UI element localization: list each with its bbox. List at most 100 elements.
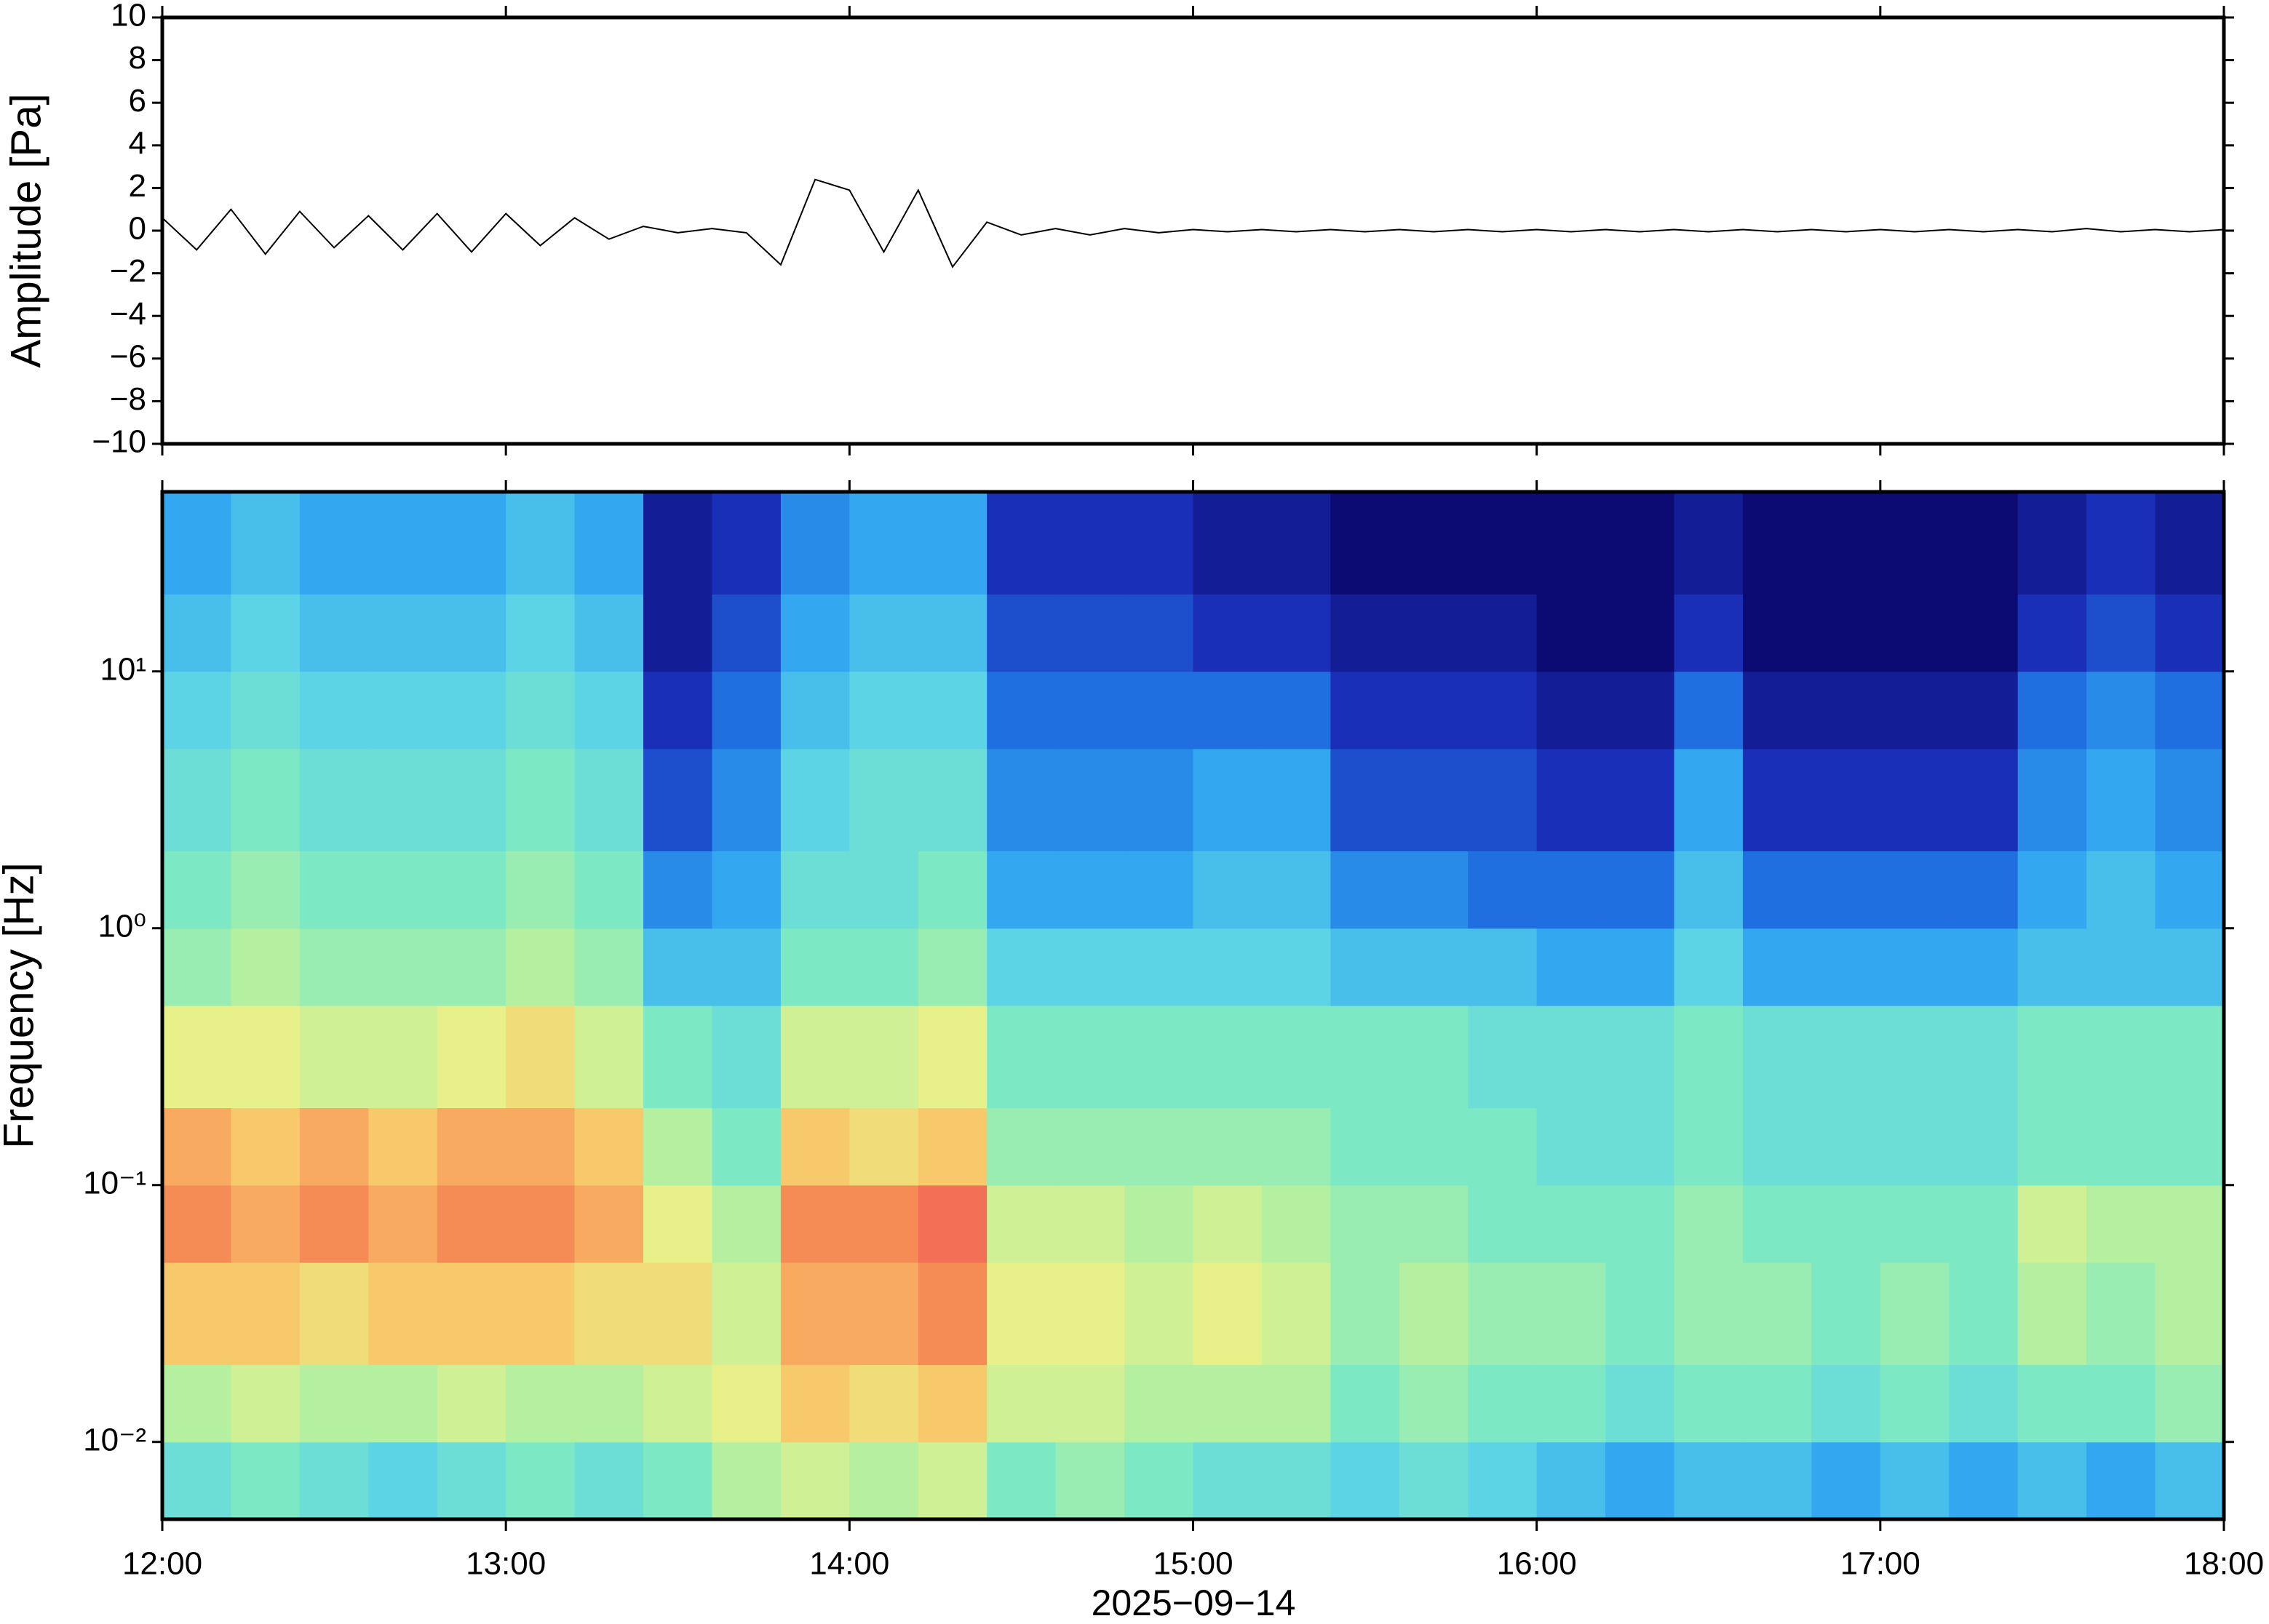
spectrogram-cell (849, 671, 919, 749)
spectrogram-cell (712, 749, 782, 852)
spectrogram-cell (643, 928, 713, 1006)
spectrogram-cell (1674, 749, 1744, 852)
spectrogram-cell (299, 1107, 369, 1186)
spectrogram-cell (1124, 851, 1194, 929)
spectrogram-cell (1811, 1185, 1881, 1263)
spectrogram-cell (1605, 1107, 1675, 1186)
spectrogram-cell (2086, 1364, 2156, 1443)
y-tick-label: −8 (110, 381, 146, 417)
spectrogram-cell (162, 594, 232, 672)
spectrogram-cell (2017, 594, 2087, 672)
spectrogram-cell (918, 1107, 988, 1186)
spectrogram-cell (849, 1006, 919, 1109)
spectrogram-cell (1880, 492, 1950, 595)
spectrogram-cell (1055, 1185, 1125, 1263)
spectrogram-cell (506, 1107, 576, 1186)
spectrogram-cell (2155, 928, 2225, 1006)
spectrogram-cell (299, 749, 369, 852)
spectrogram-cell (987, 749, 1057, 852)
spectrogram-cell (1399, 1262, 1469, 1366)
spectrogram-cell (1536, 1364, 1606, 1443)
spectrogram-cell (1055, 749, 1125, 852)
spectrogram-cell (506, 671, 576, 749)
spectrogram-cell (231, 749, 301, 852)
spectrogram-cell (1811, 851, 1881, 929)
spectrogram-cell (1536, 928, 1606, 1006)
spectrogram-cell (1674, 1185, 1744, 1263)
spectrogram-cell (2155, 492, 2225, 595)
x-tick-label: 12:00 (122, 1546, 202, 1582)
y-tick-label: 6 (129, 83, 146, 119)
spectrogram-cell (2017, 1441, 2087, 1520)
spectrogram-cell (849, 1262, 919, 1366)
spectrogram-cell (1193, 1107, 1263, 1186)
spectrogram-cell (299, 1262, 369, 1366)
spectrogram-cell (1536, 1262, 1606, 1366)
spectrogram-cell (231, 492, 301, 595)
spectrogram-cell (1811, 928, 1881, 1006)
spectrogram-cell (368, 1364, 438, 1443)
spectrogram-cell (231, 594, 301, 672)
spectrogram-cell (2017, 1364, 2087, 1443)
spectrogram-cell (2086, 1107, 2156, 1186)
spectrogram-cell (1742, 749, 1812, 852)
spectrogram-cell (2017, 1006, 2087, 1109)
spectrogram-cell (1399, 1006, 1469, 1109)
spectrogram-cell (437, 1262, 506, 1366)
spectrogram-cell (987, 671, 1057, 749)
spectrogram-cell (231, 1107, 301, 1186)
spectrogram-cell (712, 594, 782, 672)
y-tick-label: 2 (129, 168, 146, 204)
spectrogram-cell (1880, 928, 1950, 1006)
spectrogram-cell (1399, 749, 1469, 852)
spectrogram-cell (1811, 594, 1881, 672)
y-tick-label: 10⁻¹ (83, 1165, 146, 1201)
spectrogram-cell (1330, 749, 1400, 852)
spectrogram-cell (1124, 1107, 1194, 1186)
spectrogram-cell (368, 928, 438, 1006)
spectrogram-cell (1330, 928, 1400, 1006)
spectrogram-cell (162, 1441, 232, 1520)
spectrogram-cell (1536, 1185, 1606, 1263)
spectrogram-cell (299, 594, 369, 672)
spectrogram-cell (231, 1185, 301, 1263)
spectrogram-cell (712, 671, 782, 749)
spectrogram-cell (2017, 1262, 2087, 1366)
spectrogram-cell (1193, 594, 1263, 672)
spectrogram-cell (574, 1364, 644, 1443)
spectrogram-cell (643, 1006, 713, 1109)
spectrogram-cell (1674, 1262, 1744, 1366)
spectrogram-cell (1949, 1006, 2019, 1109)
spectrogram-cell (1261, 1441, 1331, 1520)
spectrogram-cell (1261, 1185, 1331, 1263)
spectrogram-cell (1811, 1262, 1881, 1366)
spectrogram-cell (1605, 1262, 1675, 1366)
spectrogram-cell (2155, 1364, 2225, 1443)
spectrogram-cell (437, 1364, 506, 1443)
spectrogram-cell (1536, 749, 1606, 852)
spectrogram-cell (299, 1441, 369, 1520)
x-tick-label: 14:00 (809, 1546, 889, 1582)
spectrogram-cell (849, 851, 919, 929)
spectrogram-cell (368, 1441, 438, 1520)
spectrogram-cell (1055, 928, 1125, 1006)
spectrogram-cell (2086, 1006, 2156, 1109)
spectrogram-cell (780, 1262, 850, 1366)
spectrogram-cell (1949, 1107, 2019, 1186)
y-tick-label: −10 (92, 424, 146, 460)
spectrogram-cell (987, 1441, 1057, 1520)
spectrogram-cell (1124, 749, 1194, 852)
spectrogram-cell (849, 1364, 919, 1443)
spectrogram-cell (231, 1006, 301, 1109)
spectrogram-cell (368, 594, 438, 672)
spectrogram-cell (1742, 492, 1812, 595)
spectrogram-cell (1261, 1262, 1331, 1366)
spectrogram-cell (506, 749, 576, 852)
spectrogram-cell (1399, 1441, 1469, 1520)
spectrogram-cell (918, 749, 988, 852)
spectrogram-cell (712, 492, 782, 595)
spectrogram-cell (1674, 1364, 1744, 1443)
amplitude-axis-label: Amplitude [Pa] (2, 93, 49, 367)
spectrogram-cell (1674, 1107, 1744, 1186)
spectrogram-cell (437, 1006, 506, 1109)
